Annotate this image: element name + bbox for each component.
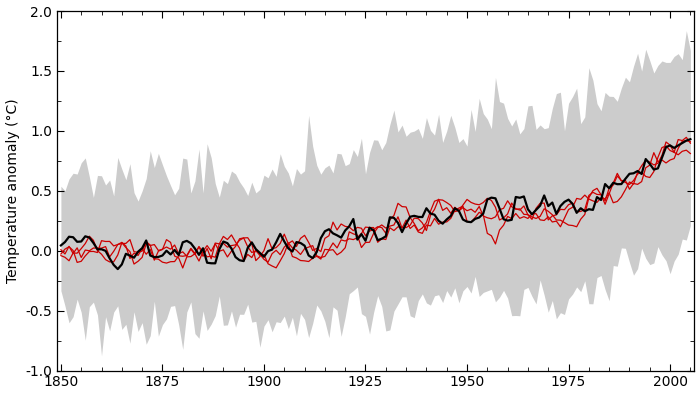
Y-axis label: Temperature anomaly (°C): Temperature anomaly (°C) <box>6 98 20 283</box>
